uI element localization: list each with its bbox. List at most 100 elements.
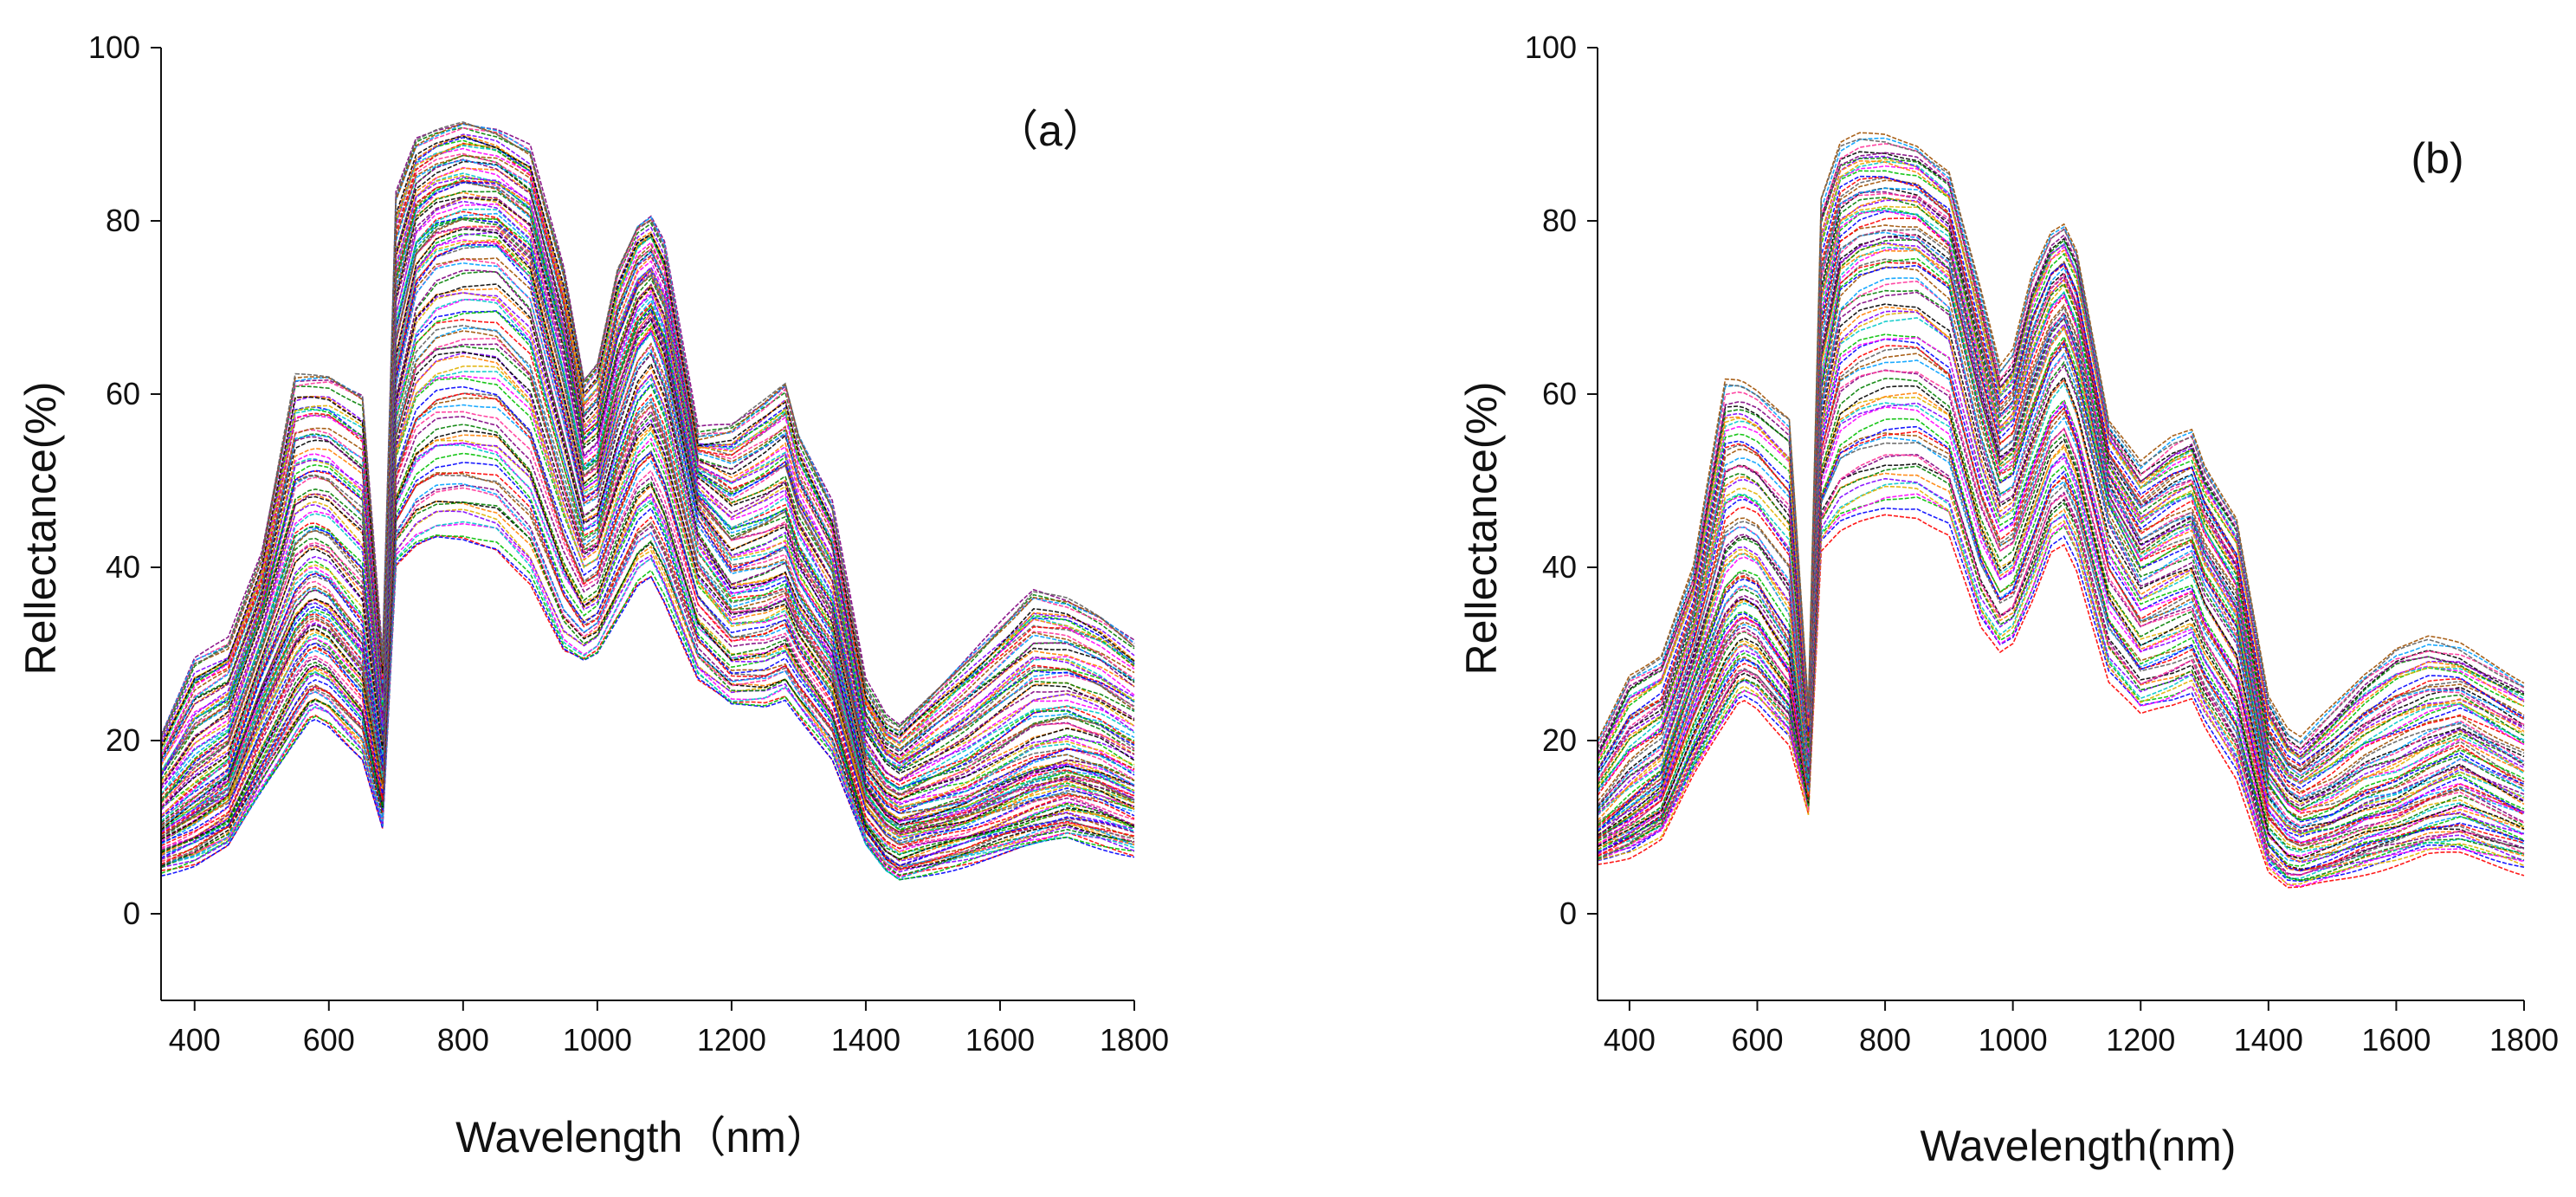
spectrum-curve — [160, 176, 1135, 775]
spectrum-curve — [160, 197, 1135, 787]
spectrum-curve — [1597, 277, 2525, 831]
x-tick-label: 1000 — [563, 1022, 632, 1058]
x-tick-label: 800 — [437, 1022, 489, 1058]
spectrum-curve — [160, 243, 1135, 818]
spectrum-curve — [160, 200, 1135, 790]
y-tick-label: 60 — [1542, 376, 1577, 411]
spectrum-curve — [1597, 249, 2525, 821]
spectrum-curve — [1597, 425, 2525, 872]
spectrum-curve — [160, 217, 1135, 801]
spectrum-curve — [160, 471, 1135, 870]
spectrum-curve — [160, 180, 1135, 775]
spectra-curves-b — [1597, 132, 2525, 889]
spectrum-curve — [1597, 333, 2525, 838]
spectrum-curve — [160, 351, 1135, 840]
spectrum-curve — [160, 217, 1135, 803]
spectrum-curve — [1597, 507, 2525, 883]
spectrum-curve — [160, 444, 1135, 856]
x-axis-title-b: Wavelength(nm) — [1921, 1122, 2237, 1170]
spectrum-curve — [160, 262, 1135, 827]
spectrum-curve — [1597, 257, 2525, 827]
spectrum-curve — [1597, 157, 2525, 759]
spectrum-curve — [1597, 261, 2525, 827]
spectrum-curve — [1597, 378, 2525, 851]
spectrum-curve — [160, 416, 1135, 851]
y-tick-label: 20 — [1542, 722, 1577, 758]
spectrum-curve — [1597, 485, 2525, 885]
spectrum-curve — [160, 411, 1135, 850]
spectrum-curve — [160, 404, 1135, 845]
spectrum-curve — [1597, 441, 2525, 871]
panel-label-b: (b) — [2411, 134, 2463, 183]
spectrum-curve — [1597, 236, 2525, 811]
spectrum-curve — [1597, 192, 2525, 782]
spectrum-curve — [160, 203, 1135, 790]
spectrum-curve — [160, 218, 1135, 800]
y-tick-label: 100 — [1525, 29, 1577, 65]
spectrum-curve — [1597, 138, 2525, 749]
x-axis-title-a: Wavelength（nm） — [455, 1113, 830, 1161]
spectrum-curve — [1597, 493, 2525, 888]
spectrum-curve — [1597, 417, 2525, 868]
x-tick-label: 1200 — [2106, 1022, 2175, 1058]
spectrum-curve — [160, 239, 1135, 816]
spectrum-curve — [160, 154, 1135, 756]
spectrum-curve — [1597, 197, 2525, 786]
x-tick-label: 600 — [303, 1022, 355, 1058]
spectrum-curve — [1597, 205, 2525, 789]
spectrum-curve — [1597, 132, 2525, 741]
spectrum-curve — [160, 217, 1135, 803]
spectrum-curve — [160, 510, 1135, 873]
spectrum-curve — [160, 258, 1135, 818]
spectrum-curve — [1597, 336, 2525, 846]
spectrum-curve — [160, 212, 1135, 796]
spectrum-curve — [160, 145, 1135, 754]
panel-a: 0 20 40 60 80 100 400 600 800 1000 1200 1400 1600 180… — [16, 29, 1169, 1161]
spectrum-curve — [160, 134, 1135, 747]
spectrum-curve — [1597, 454, 2525, 877]
spectrum-curve — [1597, 155, 2525, 755]
y-tick-label: 60 — [106, 376, 140, 411]
spectrum-curve — [1597, 430, 2525, 872]
spectrum-curve — [1597, 197, 2525, 784]
spectrum-curve — [1597, 143, 2525, 751]
spectrum-curve — [160, 327, 1135, 829]
spectrum-curve — [160, 355, 1135, 839]
x-tick-label: 1400 — [831, 1022, 901, 1058]
spectrum-curve — [160, 392, 1135, 850]
x-tick-label: 400 — [169, 1022, 221, 1058]
spectrum-curve — [1597, 317, 2525, 833]
spectrum-curve — [160, 452, 1135, 860]
spectrum-curve — [1597, 231, 2525, 810]
spectrum-curve — [160, 159, 1135, 762]
x-tick-label: 1600 — [2361, 1022, 2431, 1058]
spectrum-curve — [160, 442, 1135, 862]
spectrum-curve — [1597, 165, 2525, 761]
spectrum-curve — [160, 196, 1135, 786]
spectrum-curve — [1597, 187, 2525, 774]
spectrum-curve — [1597, 359, 2525, 844]
ticks-b: 0 20 40 60 80 100 400 600 800 1000 1200 1400 1600 180… — [1525, 29, 2559, 1058]
spectrum-curve — [160, 343, 1135, 838]
spectrum-curve — [1597, 396, 2525, 851]
spectrum-curve — [160, 244, 1135, 822]
spectrum-curve — [160, 257, 1135, 826]
spectrum-curve — [160, 330, 1135, 836]
spectrum-curve — [1597, 243, 2525, 814]
spectrum-curve — [160, 133, 1135, 743]
spectrum-curve — [160, 135, 1135, 748]
y-axis-title-b: Rellectance(%) — [1457, 381, 1506, 675]
spectrum-curve — [160, 534, 1135, 881]
spectrum-curve — [160, 225, 1135, 804]
y-tick-label: 0 — [1559, 896, 1577, 931]
spectrum-curve — [160, 238, 1135, 818]
spectrum-curve — [160, 424, 1135, 856]
y-tick-label: 0 — [123, 896, 140, 931]
spectrum-curve — [160, 181, 1135, 776]
spectrum-curve — [1597, 345, 2525, 844]
spectrum-curve — [160, 143, 1135, 752]
spectrum-curve — [160, 166, 1135, 765]
y-axis-title-a: Rellectance(%) — [16, 381, 65, 675]
spectrum-curve — [1597, 454, 2525, 877]
